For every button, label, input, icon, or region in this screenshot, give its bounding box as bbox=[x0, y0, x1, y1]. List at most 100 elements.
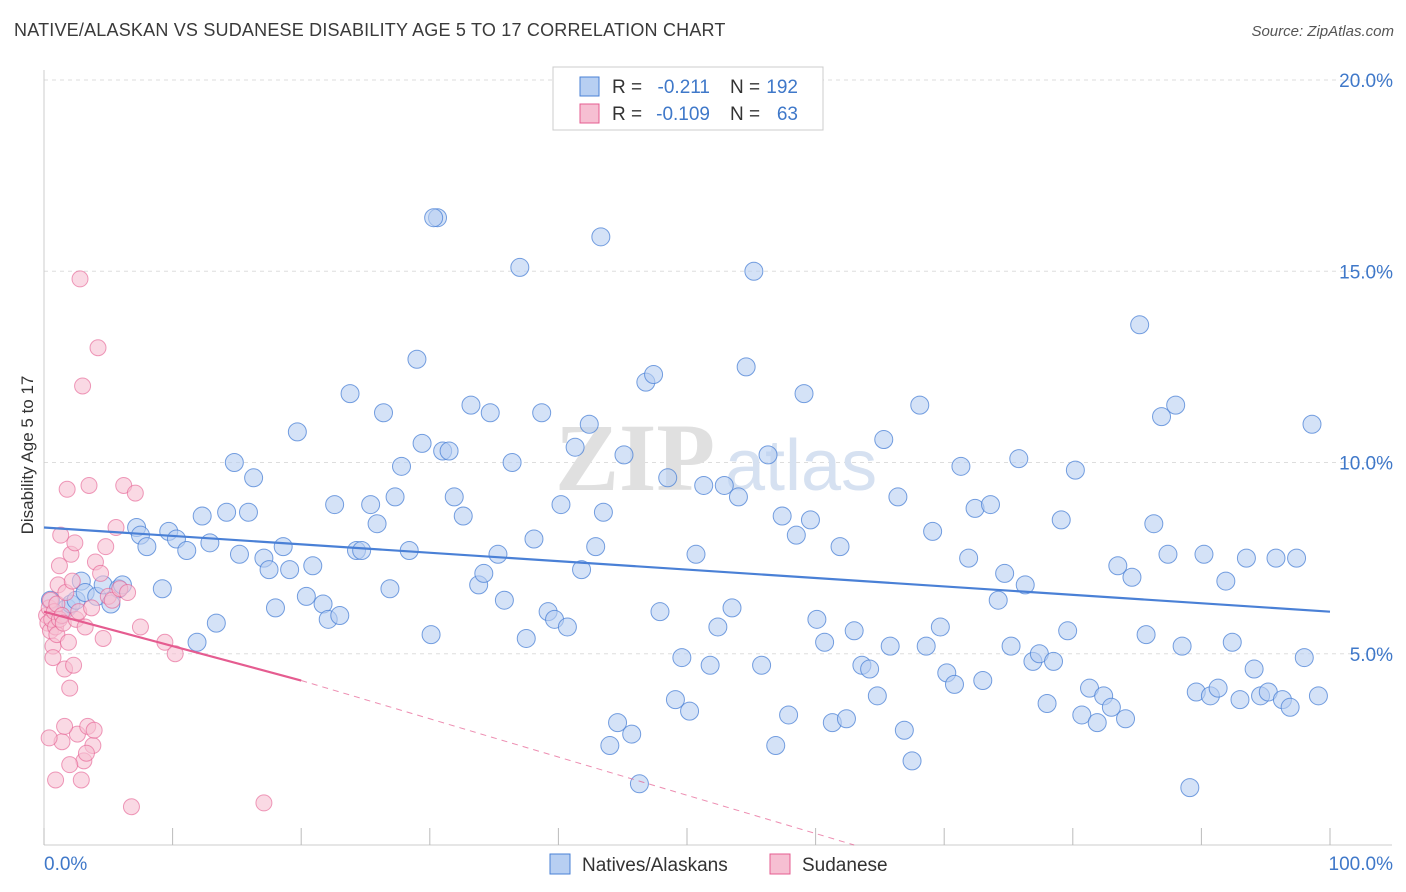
natives-point-26 bbox=[238, 502, 258, 522]
natives-point-151 bbox=[1122, 567, 1142, 587]
natives-point-157 bbox=[1166, 395, 1186, 415]
natives-point-24 bbox=[224, 453, 244, 472]
natives-point-73 bbox=[565, 437, 585, 457]
natives-point-57 bbox=[453, 506, 473, 526]
natives-point-120 bbox=[902, 751, 922, 771]
natives-point-90 bbox=[686, 544, 706, 564]
natives-point-98 bbox=[744, 261, 764, 281]
natives-point-164 bbox=[1216, 571, 1236, 591]
sudanese-point-55 bbox=[85, 721, 103, 739]
natives-point-132 bbox=[988, 590, 1008, 610]
natives-point-122 bbox=[916, 636, 936, 656]
natives-point-150 bbox=[1116, 709, 1136, 729]
sudanese-point-38 bbox=[92, 564, 110, 582]
y-axis-title: Disability Age 5 to 17 bbox=[18, 376, 37, 535]
natives-point-71 bbox=[551, 495, 571, 515]
sudanese-point-60 bbox=[40, 729, 58, 747]
natives-point-154 bbox=[1144, 514, 1164, 534]
natives-point-19 bbox=[187, 632, 207, 652]
x-tick-label-min: 0.0% bbox=[44, 854, 87, 875]
sudanese-point-62 bbox=[50, 557, 68, 575]
natives-point-118 bbox=[888, 487, 908, 507]
natives-point-103 bbox=[779, 705, 799, 725]
natives-point-86 bbox=[658, 468, 678, 488]
natives-point-177 bbox=[1308, 686, 1328, 706]
natives-point-178 bbox=[424, 208, 444, 228]
series-legend: Natives/Alaskans Sudanese bbox=[549, 853, 888, 876]
series-legend-swatch-sudanese bbox=[769, 853, 791, 875]
natives-point-165 bbox=[1222, 632, 1242, 652]
sudanese-point-23 bbox=[65, 656, 83, 674]
natives-point-51 bbox=[412, 433, 432, 453]
series-legend-label-sudanese: Sudanese bbox=[802, 855, 888, 876]
natives-point-110 bbox=[830, 537, 850, 557]
natives-point-78 bbox=[600, 736, 620, 756]
natives-point-158 bbox=[1172, 636, 1192, 656]
natives-point-29 bbox=[259, 560, 279, 580]
legend-r-label-1: R = bbox=[612, 77, 642, 98]
natives-point-141 bbox=[1051, 510, 1071, 530]
chart-title: NATIVE/ALASKAN VS SUDANESE DISABILITY AG… bbox=[14, 20, 726, 40]
natives-point-82 bbox=[629, 774, 649, 794]
natives-point-40 bbox=[340, 384, 360, 404]
sudanese-point-50 bbox=[47, 771, 65, 789]
natives-point-128 bbox=[959, 548, 979, 568]
y-tick-label-5: 5.0% bbox=[1350, 645, 1393, 666]
natives-point-124 bbox=[930, 617, 950, 637]
sudanese-point-34 bbox=[83, 599, 101, 617]
natives-point-45 bbox=[374, 403, 394, 423]
sudanese-point-52 bbox=[61, 756, 79, 774]
y-tick-labels: 5.0% 10.0% 15.0% 20.0% bbox=[1339, 71, 1393, 666]
natives-point-25 bbox=[229, 544, 249, 564]
sudanese-point-22 bbox=[63, 572, 81, 590]
natives-point-156 bbox=[1158, 544, 1178, 564]
sudanese-point-19 bbox=[59, 633, 77, 651]
natives-point-23 bbox=[217, 502, 237, 522]
natives-point-60 bbox=[474, 563, 494, 583]
legend-r-value-1: -0.211 bbox=[658, 77, 710, 98]
natives-point-106 bbox=[800, 510, 820, 530]
x-tick-label-max: 100.0% bbox=[1329, 854, 1394, 875]
series-legend-label-natives: Natives/Alaskans bbox=[582, 855, 728, 876]
natives-point-64 bbox=[502, 453, 522, 472]
natives-point-52 bbox=[421, 625, 441, 645]
natives-point-84 bbox=[644, 365, 664, 385]
sudanese-point-33 bbox=[80, 476, 98, 494]
sudanese-point-58 bbox=[255, 794, 273, 812]
natives-point-81 bbox=[622, 724, 642, 744]
axes bbox=[43, 70, 1392, 846]
trend-lines bbox=[43, 526, 1331, 846]
natives-point-38 bbox=[325, 495, 345, 515]
sudanese-point-13 bbox=[52, 526, 70, 544]
natives-point-101 bbox=[766, 736, 786, 756]
natives-point-140 bbox=[1044, 651, 1064, 671]
natives-point-100 bbox=[758, 445, 778, 465]
natives-point-21 bbox=[200, 533, 220, 553]
natives-point-27 bbox=[244, 468, 264, 488]
legend-n-value-2: 63 bbox=[777, 104, 798, 125]
natives-point-66 bbox=[516, 628, 536, 648]
sudanese-point-59 bbox=[56, 717, 74, 735]
natives-point-148 bbox=[1101, 697, 1121, 717]
natives-point-63 bbox=[494, 590, 514, 610]
natives-point-127 bbox=[951, 456, 971, 476]
natives-point-161 bbox=[1194, 544, 1214, 564]
sudanese-point-54 bbox=[77, 744, 95, 762]
sudanese-point-29 bbox=[74, 377, 92, 395]
natives-point-155 bbox=[1152, 407, 1172, 427]
natives-point-55 bbox=[439, 441, 459, 461]
natives-point-139 bbox=[1037, 693, 1057, 713]
natives-point-173 bbox=[1280, 697, 1300, 717]
sudanese-point-61 bbox=[44, 649, 62, 667]
natives-point-136 bbox=[1015, 575, 1035, 595]
natives-point-168 bbox=[1244, 659, 1264, 679]
legend-n-label-1: N = bbox=[730, 77, 760, 98]
natives-point-58 bbox=[461, 395, 481, 415]
natives-point-174 bbox=[1287, 548, 1307, 568]
natives-point-46 bbox=[380, 579, 400, 599]
natives-point-35 bbox=[303, 556, 323, 576]
natives-point-15 bbox=[152, 579, 172, 599]
natives-point-121 bbox=[910, 395, 930, 415]
natives-point-159 bbox=[1180, 778, 1200, 798]
legend-swatch-blue bbox=[579, 76, 600, 97]
